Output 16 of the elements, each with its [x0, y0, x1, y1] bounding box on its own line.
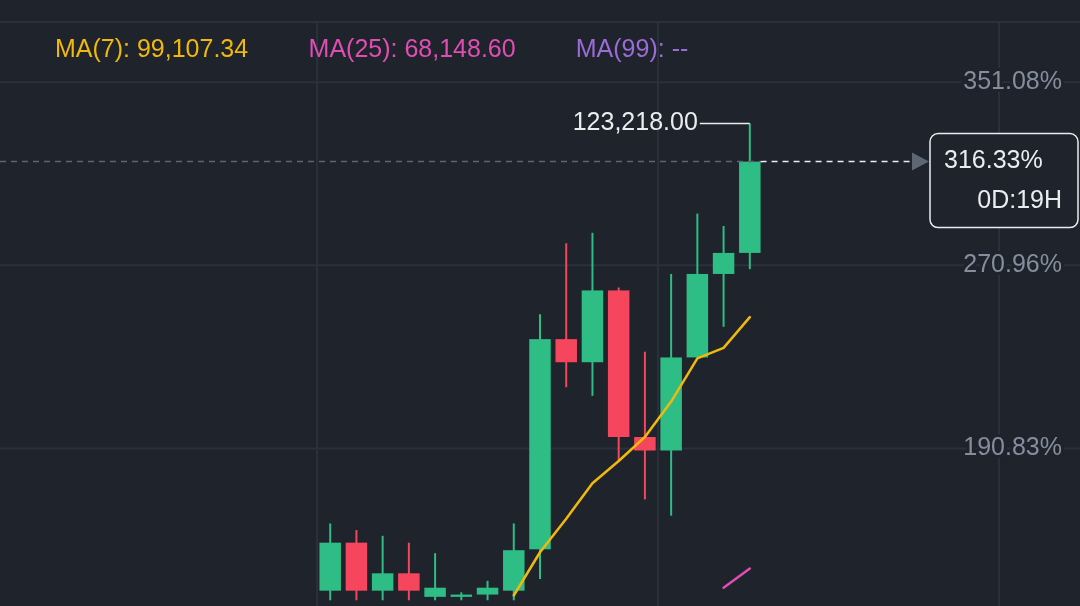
y-tick-label: 351.08% — [963, 65, 1062, 94]
ref-line-label: 316.33% — [944, 145, 1043, 174]
candlestick — [555, 242, 577, 389]
candlestick — [371, 534, 394, 602]
candlestick — [398, 541, 420, 602]
candlestick — [712, 224, 735, 328]
candlestick — [424, 552, 446, 602]
y-tick-label: 190.83% — [963, 432, 1062, 461]
y-tick-label: 270.96% — [963, 248, 1062, 277]
text: MA(25): 68,148.60 — [308, 33, 516, 62]
line-series — [512, 315, 752, 597]
legend-label: MA(99): -- — [575, 33, 689, 62]
text: MA(7): 99,107.34 — [55, 33, 249, 62]
annotation: 123,218.00 — [572, 107, 698, 136]
annotation: 0D:19H — [977, 185, 1062, 214]
candlestick — [476, 579, 499, 602]
